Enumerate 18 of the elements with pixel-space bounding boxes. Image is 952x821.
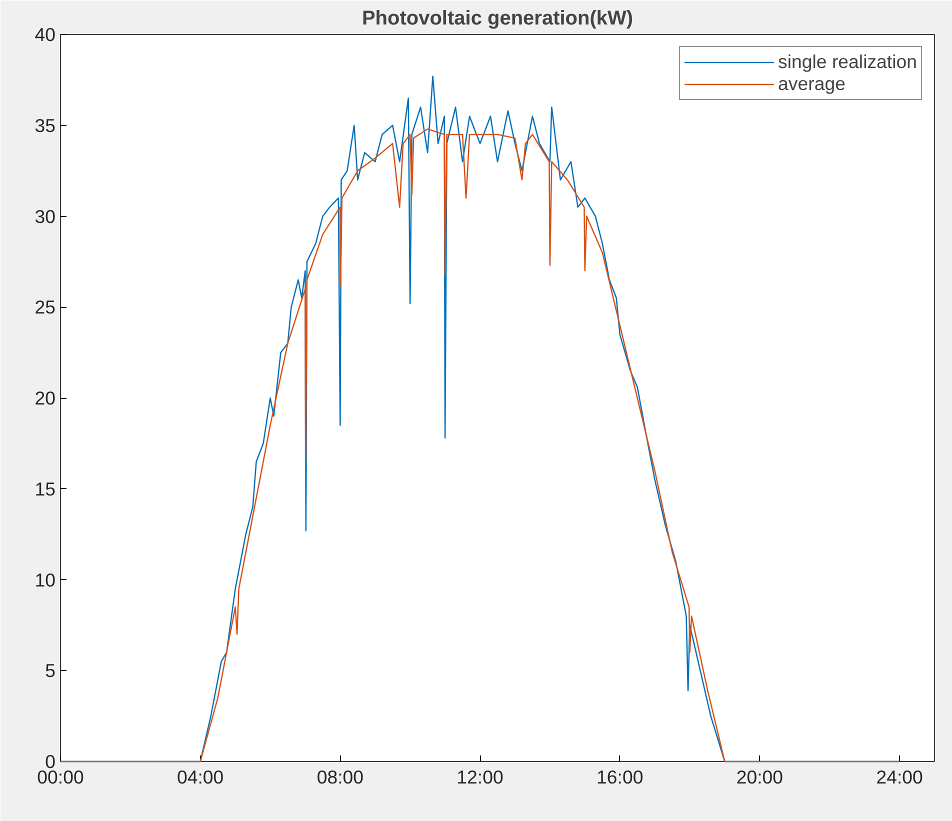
- y-tick-label: 25: [34, 296, 56, 318]
- legend-label: single realization: [778, 51, 917, 73]
- x-tick-label: 08:00: [316, 766, 364, 788]
- y-tick-label: 35: [34, 114, 56, 136]
- y-tick-label: 15: [34, 478, 56, 500]
- y-tick-label: 40: [34, 24, 56, 45]
- x-tick-label: 04:00: [176, 766, 224, 788]
- x-tick-label: 24:00: [876, 766, 923, 788]
- y-tick-label: 5: [45, 660, 56, 682]
- y-tick-label: 10: [34, 569, 56, 590]
- y-tick-label: 20: [34, 388, 56, 408]
- x-tick-label: 12:00: [456, 766, 504, 788]
- x-tick-label: 16:00: [596, 766, 644, 788]
- chart-title: Photovoltaic generation(kW): [362, 8, 634, 30]
- y-tick-label: 0: [45, 751, 56, 772]
- y-tick-label: 30: [34, 206, 56, 227]
- x-tick-label: 20:00: [736, 766, 784, 788]
- legend-label: average: [778, 73, 846, 95]
